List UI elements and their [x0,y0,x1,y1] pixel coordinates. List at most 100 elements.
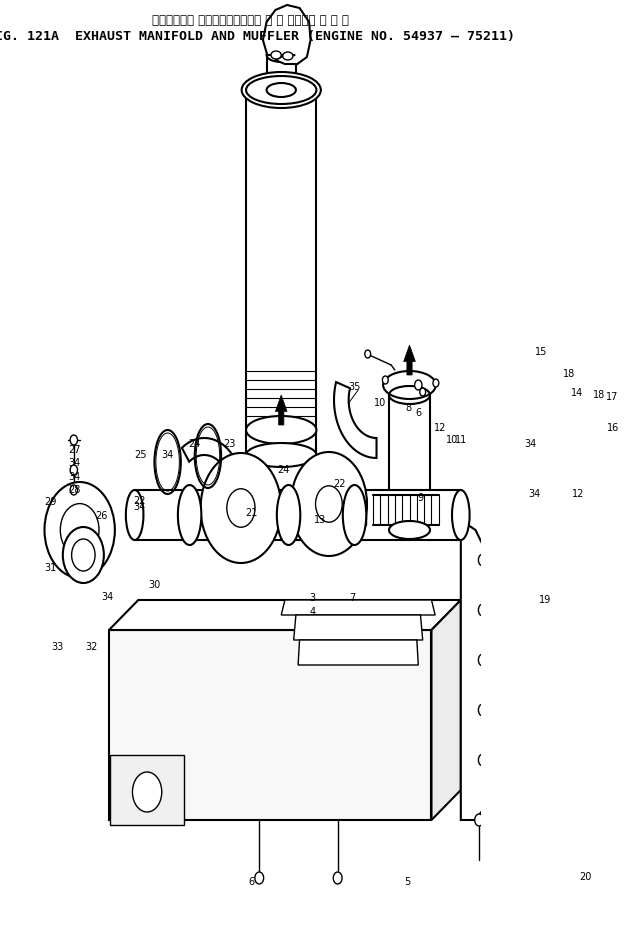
Ellipse shape [266,48,296,62]
Text: 33: 33 [51,642,64,652]
Ellipse shape [246,416,317,444]
Polygon shape [282,600,435,615]
Polygon shape [275,395,287,425]
Circle shape [365,350,371,358]
Text: 34: 34 [528,489,540,499]
Polygon shape [461,520,512,820]
Text: 28: 28 [68,485,81,495]
Text: 22: 22 [334,479,346,489]
Text: 24: 24 [277,465,290,475]
Ellipse shape [266,83,296,97]
Text: 34: 34 [524,439,537,449]
Text: 27: 27 [68,445,81,455]
Circle shape [334,872,342,884]
Ellipse shape [452,490,470,540]
Text: FIG. 121A  EXHAUST MANIFOLD AND MUFFLER (ENGINE NO. 54937 – 75211): FIG. 121A EXHAUST MANIFOLD AND MUFFLER (… [0,30,515,43]
Ellipse shape [277,485,300,545]
Text: 18: 18 [593,390,604,400]
Circle shape [227,489,255,527]
Text: 30: 30 [149,580,161,590]
Circle shape [414,380,422,390]
Circle shape [201,453,282,563]
Text: エキゾースト マニホールドおよび マ フ ラ　　適 用 号 機: エキゾースト マニホールドおよび マ フ ラ 適 用 号 機 [152,14,349,27]
Text: 24: 24 [189,439,201,449]
Polygon shape [182,438,243,490]
Ellipse shape [132,772,162,812]
Ellipse shape [389,521,430,539]
Text: 10: 10 [446,435,458,445]
Ellipse shape [178,485,201,545]
Circle shape [478,654,487,666]
Text: 12: 12 [572,489,584,499]
Ellipse shape [283,52,293,60]
Circle shape [315,486,342,522]
Ellipse shape [246,443,317,467]
Text: 4: 4 [310,607,316,617]
Text: 34: 34 [102,592,113,602]
Polygon shape [109,630,431,820]
Text: 29: 29 [44,497,56,507]
Text: 8: 8 [405,403,411,413]
Text: 6: 6 [415,408,421,418]
Polygon shape [263,5,310,64]
Text: 34: 34 [162,450,174,460]
Text: 18: 18 [563,369,576,379]
Circle shape [45,482,115,578]
Text: 17: 17 [606,392,618,402]
Ellipse shape [241,72,321,108]
Polygon shape [293,615,423,640]
Circle shape [475,814,483,826]
Circle shape [382,376,388,384]
Text: 7: 7 [349,593,356,603]
Polygon shape [109,600,461,630]
Circle shape [478,754,487,766]
Text: 15: 15 [535,347,547,357]
Text: 34: 34 [68,472,81,482]
Text: 9: 9 [418,493,424,503]
Ellipse shape [271,51,282,59]
Circle shape [70,465,78,475]
Bar [110,755,184,825]
Text: 19: 19 [539,595,551,605]
Text: 3: 3 [310,593,316,603]
Text: 35: 35 [349,382,361,392]
Ellipse shape [246,76,317,104]
Text: 5: 5 [404,877,411,887]
Circle shape [478,604,487,616]
Polygon shape [431,600,461,820]
Polygon shape [298,640,418,665]
Text: 11: 11 [455,435,467,445]
Circle shape [71,539,95,571]
Text: 13: 13 [314,515,326,525]
Ellipse shape [343,485,366,545]
Text: 34: 34 [68,458,81,468]
Circle shape [63,527,104,583]
Circle shape [433,379,439,387]
Text: 23: 23 [224,439,236,449]
Text: 22: 22 [134,496,146,506]
Text: 21: 21 [246,508,258,518]
Circle shape [60,503,99,556]
Polygon shape [334,382,377,458]
Text: 25: 25 [134,450,147,460]
Circle shape [70,435,78,445]
Circle shape [291,452,367,556]
Text: 6: 6 [249,877,255,887]
Text: 16: 16 [607,423,619,433]
Polygon shape [404,345,415,375]
Text: 32: 32 [85,642,98,652]
Text: 34: 34 [134,502,146,512]
Polygon shape [135,490,461,540]
Text: 26: 26 [95,511,108,521]
Text: 12: 12 [434,423,446,433]
Circle shape [478,554,487,566]
Text: 10: 10 [374,398,386,408]
Circle shape [478,704,487,716]
Ellipse shape [126,490,144,540]
Text: 20: 20 [579,872,592,882]
Circle shape [255,872,263,884]
Text: 14: 14 [571,388,582,398]
Circle shape [419,388,426,396]
Ellipse shape [389,386,430,404]
Circle shape [70,485,78,495]
